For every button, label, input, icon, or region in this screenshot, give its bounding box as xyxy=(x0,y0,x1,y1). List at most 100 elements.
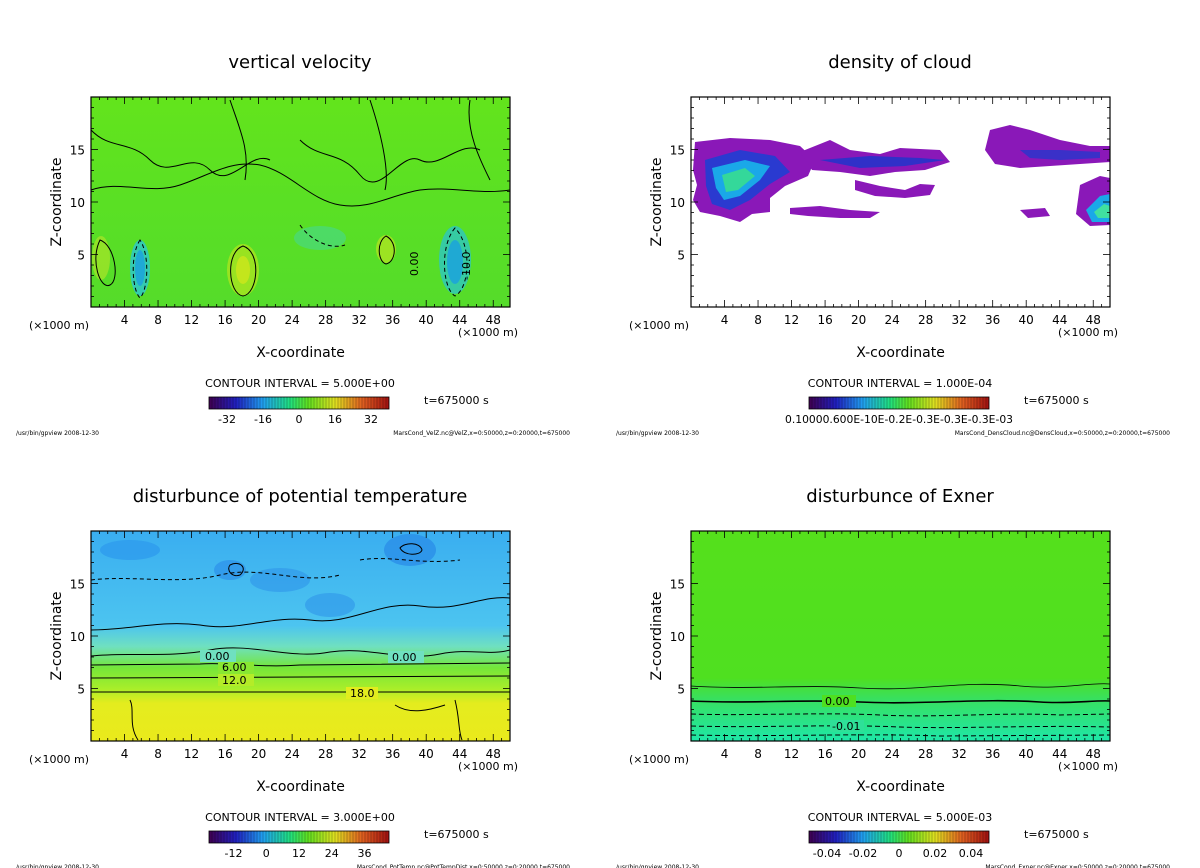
contour-interval-label: CONTOUR INTERVAL = 3.000E+00 xyxy=(205,811,395,824)
time-label: t=675000 s xyxy=(424,394,489,407)
field-anomaly xyxy=(214,560,246,580)
x-tick-label: 36 xyxy=(985,747,1000,761)
x-tick-label: 48 xyxy=(486,747,501,761)
x-tick-label: 36 xyxy=(385,313,400,327)
label-gap xyxy=(218,674,254,686)
x-tick-label: 12 xyxy=(184,747,199,761)
time-label: t=675000 s xyxy=(1024,828,1089,841)
contour-label: -10.0 xyxy=(460,252,473,280)
contour-label: 0.00 xyxy=(392,651,417,664)
label-gap xyxy=(822,695,856,707)
field-anomaly xyxy=(294,226,346,250)
colorbar-tick-label: 0.02 xyxy=(923,847,948,860)
plot-area: 0.00 -10.0 xyxy=(90,96,511,308)
plot-area: 0.00 6.00 12.0 18.0 0.00 xyxy=(90,530,511,742)
x-tick-label: 44 xyxy=(452,747,467,761)
label-gap xyxy=(218,662,254,674)
field-background xyxy=(691,531,1110,741)
panel-potential-temperature: disturbunce of potential temperature 0.0… xyxy=(90,486,511,742)
x-tick-label: 40 xyxy=(419,747,434,761)
y-tick-label: 10 xyxy=(670,630,685,644)
x-tick-label: 20 xyxy=(251,747,266,761)
panel-exner: disturbunce of Exner 0.00 -0.01 xyxy=(690,486,1111,742)
x-tick-label: 20 xyxy=(851,747,866,761)
y-axis-title: Z-coordinate xyxy=(49,157,65,246)
colorbar-tick-label: -32 xyxy=(218,413,236,426)
x-tick-label: 4 xyxy=(121,313,129,327)
x-tick-label: 32 xyxy=(952,747,967,761)
contour-interval-label: CONTOUR INTERVAL = 5.000E+00 xyxy=(205,377,395,390)
time-label: t=675000 s xyxy=(1024,394,1089,407)
x-tick-label: 8 xyxy=(754,313,762,327)
field-anomaly xyxy=(135,250,145,286)
field-anomaly xyxy=(305,593,355,617)
label-gap xyxy=(388,651,424,663)
legend-panel-3: CONTOUR INTERVAL = 3.000E+00 t=675000 s -1… xyxy=(16,811,570,868)
contour-line xyxy=(90,129,481,183)
contour-line xyxy=(690,683,1111,690)
y-tick-label: 15 xyxy=(70,144,85,158)
label-gap xyxy=(200,650,236,662)
contour-line xyxy=(690,734,1111,737)
x-tick-label: 16 xyxy=(217,313,232,327)
x-unit-label: (×1000 m) xyxy=(1058,326,1118,339)
x-tick-label: 32 xyxy=(352,313,367,327)
x-tick-label: 40 xyxy=(1019,313,1034,327)
y-axis-title: Z-coordinate xyxy=(49,591,65,680)
contour-label: 18.0 xyxy=(350,687,375,700)
cloud-patch xyxy=(1020,208,1050,218)
y-tick-label: 15 xyxy=(670,144,685,158)
y-tick-label: 5 xyxy=(677,683,685,697)
x-tick-label: 8 xyxy=(754,747,762,761)
x-tick-label: 32 xyxy=(352,747,367,761)
x-tick-label: 16 xyxy=(217,747,232,761)
x-tick-label: 24 xyxy=(884,313,899,327)
cloud-patch xyxy=(790,206,880,218)
x-tick-label: 44 xyxy=(1052,747,1067,761)
contour-line xyxy=(690,699,1111,704)
contour-label: 0.00 xyxy=(408,252,421,277)
plot-area xyxy=(690,96,1111,308)
label-gap xyxy=(346,687,378,699)
legend-panel-1: CONTOUR INTERVAL = 5.000E+00 t=675000 s -3… xyxy=(16,377,570,437)
x-tick-label: 28 xyxy=(318,313,333,327)
colorbar-tick-label: 0 xyxy=(896,847,903,860)
cloud-patch xyxy=(820,156,945,168)
contour-line xyxy=(90,163,511,207)
legend-layer: CONTOUR INTERVAL = 5.000E+00 t=675000 s -3… xyxy=(16,377,1170,868)
colorbar-tick-label: 0.10000.600E-10E-0.2E-0.3E-0.3E-0.3E-03 xyxy=(785,413,1013,426)
footer-right: MarsCond_DensCloud.nc@DensCloud,x=0:5000… xyxy=(955,430,1170,437)
footer-left: /usr/bin/gpview 2008-12-30 xyxy=(16,864,99,868)
x-tick-label: 48 xyxy=(1086,747,1101,761)
colorbar-tick-label: 0 xyxy=(263,847,270,860)
label-gap xyxy=(830,720,864,732)
panel-density-of-cloud: density of cloud xyxy=(690,52,1111,308)
contour-line xyxy=(132,224,468,299)
cloud-patch xyxy=(722,168,755,192)
x-tick-label: 16 xyxy=(817,313,832,327)
field-anomaly xyxy=(384,534,436,566)
contour-line xyxy=(690,713,1111,717)
chart-title: disturbunce of Exner xyxy=(806,486,994,507)
footer-left: /usr/bin/gpview 2008-12-30 xyxy=(616,864,699,868)
contour-interval-label: CONTOUR INTERVAL = 1.000E-04 xyxy=(808,377,992,390)
time-label: t=675000 s xyxy=(424,828,489,841)
legend-panel-2: CONTOUR INTERVAL = 1.000E-04 t=675000 s 0.… xyxy=(616,377,1170,437)
footer-right: MarsCond_VelZ.nc@VelZ,x=0:50000,z=0:2000… xyxy=(393,430,570,437)
contour-line xyxy=(90,675,511,679)
x-tick-label: 12 xyxy=(784,747,799,761)
x-tick-label: 44 xyxy=(452,313,467,327)
contour-line xyxy=(129,699,463,741)
colorbar-tick-label: -16 xyxy=(254,413,272,426)
x-axis-title: X-coordinate xyxy=(856,779,945,795)
x-unit-label: (×1000 m) xyxy=(458,326,518,339)
x-tick-label: 20 xyxy=(851,313,866,327)
x-tick-label: 40 xyxy=(419,313,434,327)
colorbar-tick-label: 0.04 xyxy=(959,847,984,860)
colorbar-tick-label: 0 xyxy=(296,413,303,426)
x-tick-label: 4 xyxy=(121,747,129,761)
contour-line xyxy=(228,543,423,577)
footer-right: MarsCond_PotTemp.nc@PotTempDist,x=0:5000… xyxy=(357,864,570,868)
